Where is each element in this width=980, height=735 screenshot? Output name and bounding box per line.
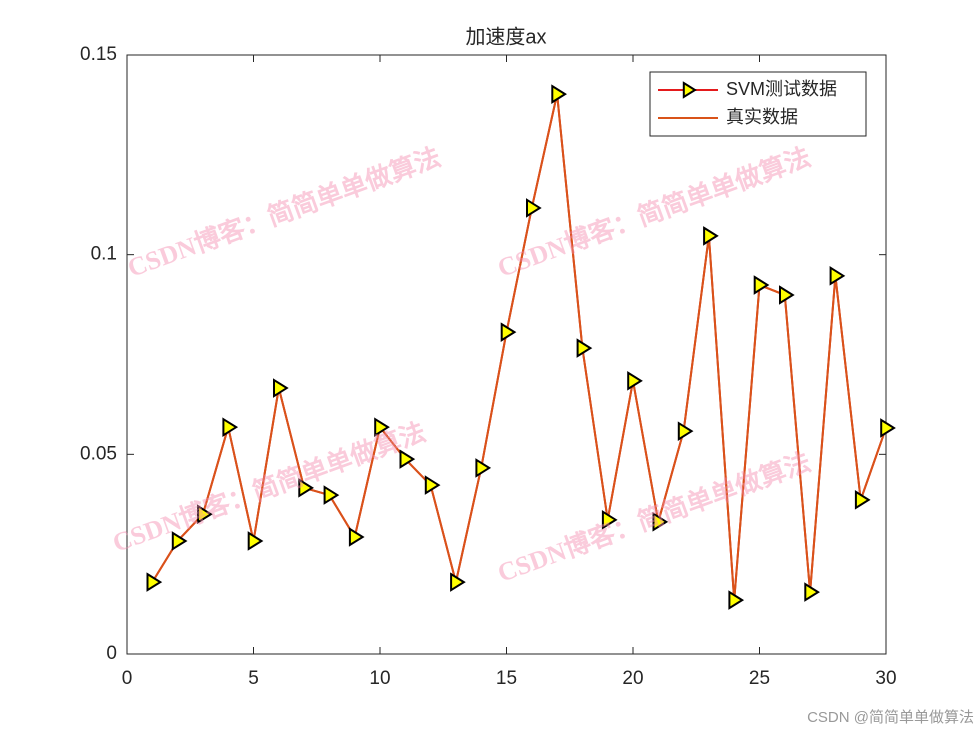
x-tick-label: 20 — [622, 668, 643, 689]
marker — [804, 582, 820, 602]
marker — [399, 449, 416, 469]
marker — [298, 478, 314, 498]
marker — [197, 504, 213, 525]
marker — [323, 485, 340, 505]
marker — [627, 371, 643, 391]
marker — [779, 285, 795, 305]
marker — [424, 475, 441, 495]
marker — [753, 275, 770, 295]
marker — [703, 226, 719, 246]
marker — [526, 198, 542, 218]
marker — [273, 378, 289, 398]
x-tick-label: 5 — [248, 668, 259, 689]
marker — [728, 590, 745, 610]
y-tick-label: 0.15 — [80, 44, 117, 65]
axes-box — [126, 54, 887, 655]
x-tick-label: 25 — [749, 668, 770, 689]
marker — [880, 418, 896, 438]
chart-title: 加速度ax — [465, 25, 546, 48]
marker — [551, 84, 567, 104]
marker — [601, 510, 618, 530]
marker — [854, 490, 871, 510]
marker — [500, 322, 517, 342]
footer: CSDN @简简单单做算法 — [807, 708, 974, 726]
x-tick-label: 10 — [369, 668, 390, 689]
legend-box — [649, 71, 867, 137]
marker — [146, 572, 163, 592]
marker — [829, 266, 846, 286]
legend-marker — [682, 81, 697, 99]
legend-label: 真实数据 — [726, 107, 798, 127]
marker — [247, 531, 264, 551]
marker — [374, 417, 390, 437]
y-tick-label: 0.1 — [91, 244, 117, 265]
legend-label: SVM测试数据 — [726, 79, 837, 99]
marker — [475, 458, 492, 478]
marker — [222, 417, 239, 437]
marker — [450, 572, 466, 592]
marker — [677, 421, 694, 441]
marker — [348, 527, 365, 547]
x-tick-label: 0 — [122, 668, 133, 689]
marker — [576, 338, 593, 358]
x-tick-label: 30 — [875, 668, 896, 689]
y-tick-label: 0.05 — [80, 443, 117, 464]
plot-area — [146, 84, 896, 610]
x-tick-label: 15 — [496, 668, 517, 689]
y-tick-label: 0 — [106, 643, 117, 664]
marker — [171, 531, 188, 551]
marker — [652, 512, 669, 532]
